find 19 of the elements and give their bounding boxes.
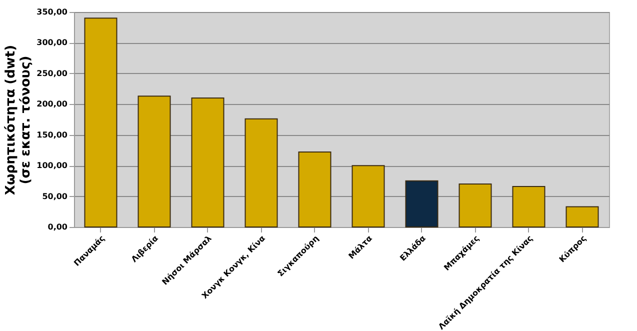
y-tick-label: 200,00 <box>36 100 68 109</box>
y-tick-label: 350,00 <box>36 8 68 16</box>
bar <box>298 152 332 228</box>
bar <box>512 186 546 228</box>
bar <box>84 18 118 228</box>
y-tick-label: 250,00 <box>36 68 68 78</box>
bar <box>138 96 171 228</box>
y-tick-label: 300,00 <box>36 38 68 48</box>
y-tick-label: 150,00 <box>36 130 68 140</box>
bar <box>352 165 385 228</box>
y-tick-label: 100,00 <box>36 161 68 170</box>
y-tick-label: 0,00 <box>48 222 68 232</box>
bar <box>191 98 224 228</box>
bar <box>566 206 599 228</box>
y-axis-title: Χωρητικότητα (dwt) (σε εκατ. τόνους) <box>4 44 34 196</box>
y-tick-label: 50,00 <box>42 192 68 201</box>
bar <box>405 180 438 228</box>
bar <box>458 184 492 228</box>
bar <box>244 118 278 228</box>
